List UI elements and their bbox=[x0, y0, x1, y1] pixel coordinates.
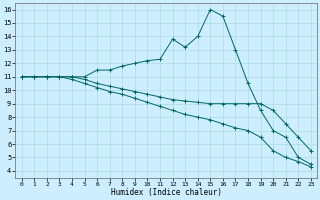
X-axis label: Humidex (Indice chaleur): Humidex (Indice chaleur) bbox=[111, 188, 222, 197]
